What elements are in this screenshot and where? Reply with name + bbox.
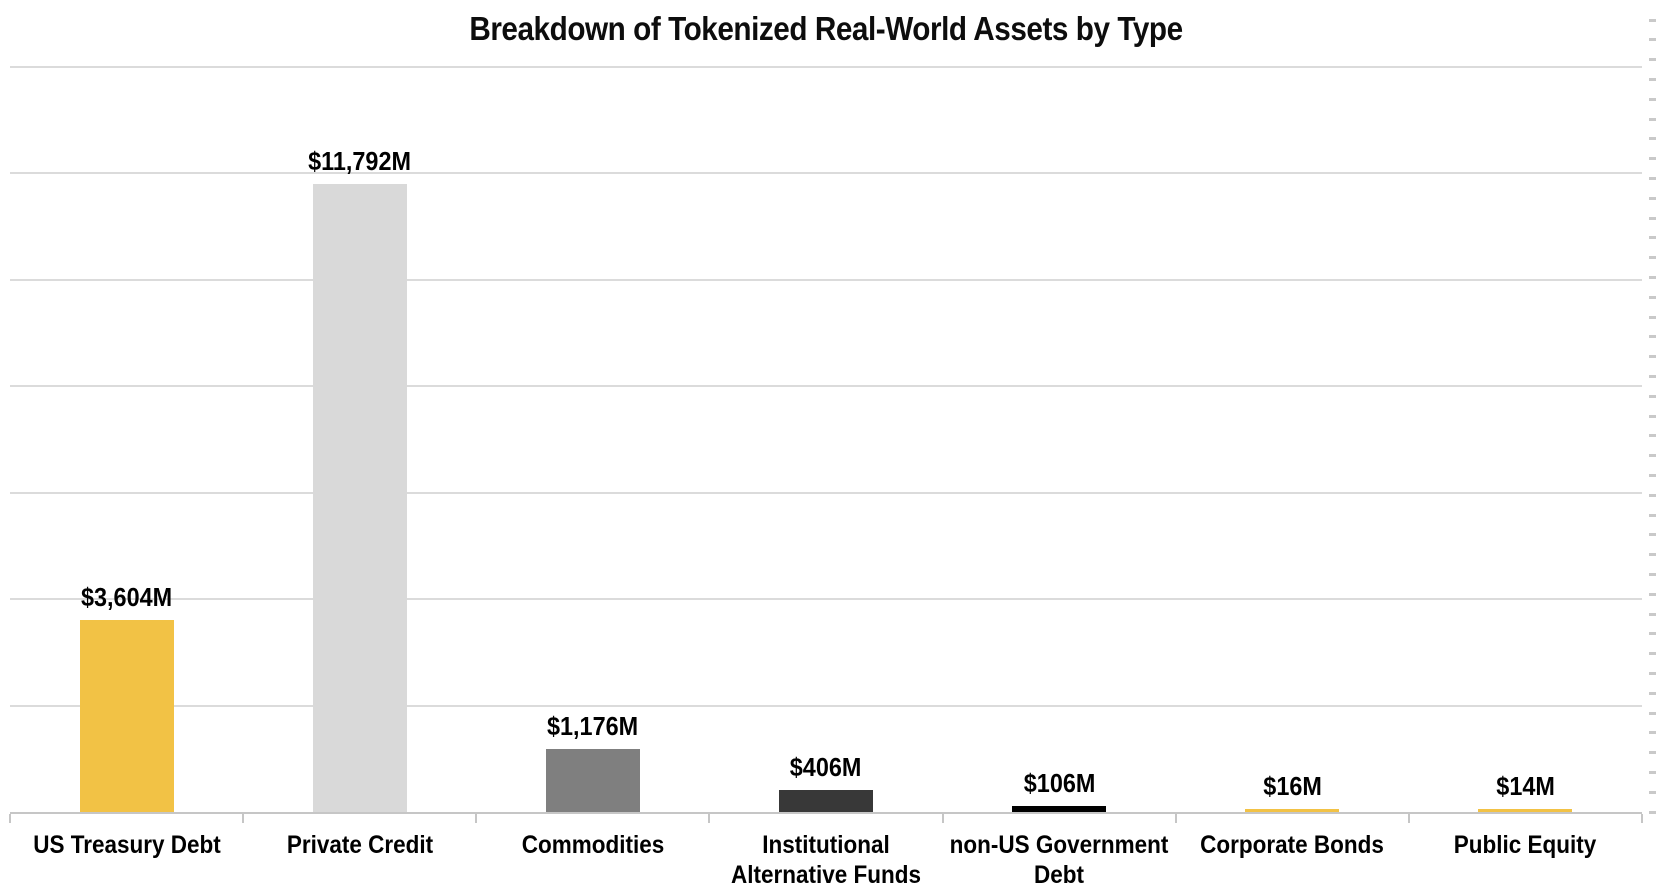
- y-minor-tick: [1649, 533, 1656, 537]
- x-axis-tick: [941, 814, 944, 823]
- gridline: [10, 491, 1642, 494]
- bar-value-label: $406M: [790, 752, 862, 783]
- y-minor-tick: [1649, 295, 1656, 299]
- bar-value-label: $11,792M: [308, 146, 412, 177]
- x-category-label: non-US Government Debt: [949, 831, 1169, 889]
- y-minor-tick: [1649, 751, 1656, 755]
- y-minor-tick: [1649, 810, 1656, 814]
- y-minor-tick: [1649, 493, 1656, 497]
- y-minor-tick: [1649, 97, 1656, 101]
- y-minor-tick: [1649, 513, 1656, 517]
- gridline: [10, 278, 1642, 281]
- bar-value-label: $16M: [1263, 771, 1322, 801]
- y-minor-tick: [1649, 473, 1656, 477]
- y-minor-tick: [1649, 572, 1656, 576]
- x-category-label: Public Equity: [1454, 831, 1597, 859]
- y-minor-tick: [1649, 671, 1656, 675]
- y-minor-tick: [1649, 553, 1656, 557]
- x-axis-tick: [475, 814, 478, 823]
- y-minor-tick: [1649, 18, 1656, 22]
- y-minor-tick: [1649, 196, 1656, 200]
- y-minor-tick: [1649, 731, 1656, 735]
- y-minor-tick: [1649, 256, 1656, 260]
- x-axis-line: [10, 812, 1642, 814]
- x-category-label: Institutional Alternative Funds: [730, 831, 922, 889]
- y-minor-tick: [1649, 77, 1656, 81]
- bar: [312, 184, 407, 812]
- y-minor-tick: [1649, 58, 1656, 62]
- y-minor-tick: [1649, 711, 1656, 715]
- gridline: [10, 385, 1642, 387]
- y-minor-tick: [1649, 176, 1656, 180]
- x-axis-tick: [1174, 814, 1177, 823]
- y-minor-tick: [1649, 414, 1656, 418]
- x-category-label: Corporate Bonds: [1200, 831, 1385, 859]
- y-minor-tick: [1649, 394, 1656, 398]
- x-category-label: US Treasury Debt: [32, 831, 221, 859]
- y-minor-tick: [1649, 434, 1656, 438]
- y-minor-tick: [1649, 335, 1656, 339]
- y-minor-tick: [1649, 216, 1656, 220]
- bar: [545, 749, 640, 812]
- y-minor-tick: [1649, 454, 1656, 458]
- bar: [1012, 806, 1107, 812]
- y-minor-tick: [1649, 117, 1656, 121]
- y-minor-tick: [1649, 157, 1656, 161]
- y-minor-tick: [1649, 632, 1656, 636]
- y-minor-tick: [1649, 790, 1656, 794]
- gridline: [10, 172, 1642, 174]
- x-category-label: Commodities: [521, 831, 665, 859]
- x-axis-tick: [9, 814, 11, 823]
- y-minor-tick: [1649, 374, 1656, 378]
- y-minor-tick: [1649, 137, 1656, 141]
- x-axis-tick: [708, 814, 711, 823]
- y-minor-tick: [1649, 355, 1656, 359]
- bar: [1245, 809, 1340, 812]
- bar: [779, 790, 873, 812]
- y-minor-tick: [1649, 236, 1656, 240]
- bar-value-label: $14M: [1496, 771, 1555, 801]
- bar-value-label: $106M: [1023, 768, 1095, 799]
- y-minor-tick: [1649, 691, 1656, 695]
- bar: [1478, 809, 1573, 812]
- y-minor-tick: [1649, 612, 1656, 616]
- bar-value-label: $3,604M: [81, 582, 173, 613]
- y-minor-tick: [1649, 315, 1656, 319]
- y-minor-tick: [1649, 592, 1656, 596]
- y-minor-tick: [1649, 652, 1656, 656]
- gridline: [10, 704, 1642, 707]
- gridline: [10, 65, 1642, 68]
- bar: [79, 620, 174, 812]
- chart-title: Breakdown of Tokenized Real-World Assets…: [469, 10, 1183, 47]
- y-minor-tick: [1649, 38, 1656, 42]
- x-category-label: Private Credit: [286, 831, 433, 859]
- y-minor-tick: [1649, 275, 1656, 279]
- x-axis-tick: [1407, 814, 1410, 823]
- bar-value-label: $1,176M: [547, 711, 639, 742]
- x-axis-tick: [242, 814, 245, 823]
- gridline: [10, 598, 1642, 600]
- x-axis-tick: [1641, 814, 1643, 823]
- y-minor-tick: [1649, 770, 1656, 774]
